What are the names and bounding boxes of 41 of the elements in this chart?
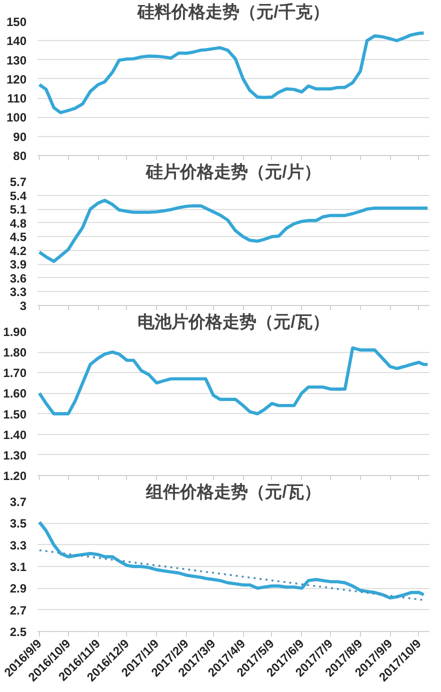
y-tick-label: 90 <box>13 130 27 144</box>
line-series <box>38 31 426 114</box>
y-tick-label: 100 <box>6 110 27 125</box>
y-tick-label: 3 <box>20 299 27 313</box>
y-tick-label: 110 <box>7 92 27 106</box>
line-series <box>38 198 430 264</box>
y-tick-label: 2.9 <box>10 582 27 596</box>
y-tick-label: 3.3 <box>10 538 27 552</box>
y-tick-label: 1.40 <box>3 428 27 442</box>
y-tick-label: 5.7 <box>10 175 27 189</box>
y-tick-label: 1.30 <box>3 448 27 462</box>
chart-title: 硅料价格走势（元/千克） <box>136 2 330 22</box>
y-tick-label: 130 <box>6 53 27 68</box>
y-tick-label: 4.8 <box>10 216 27 230</box>
y-tick-label: 4.2 <box>10 244 27 258</box>
y-tick-label: 3.6 <box>10 271 27 286</box>
chart-title: 组件价格走势（元/瓦） <box>145 482 321 502</box>
y-tick-label: 3.5 <box>10 516 27 531</box>
y-tick-label: 3.9 <box>10 258 27 272</box>
y-tick-label: 140 <box>6 34 27 48</box>
y-tick-label: 4.5 <box>10 230 27 244</box>
y-tick-label: 1.90 <box>3 325 27 339</box>
y-tick-label: 3.7 <box>10 495 27 509</box>
y-tick-label: 3.1 <box>10 560 27 574</box>
y-tick-label: 2.7 <box>10 603 27 618</box>
chart-title: 硅片价格走势（元/片） <box>145 162 321 182</box>
y-tick-label: 150 <box>6 15 27 29</box>
chart-title: 电池片价格走势（元/瓦） <box>138 312 330 332</box>
line-series <box>38 346 430 416</box>
y-tick-label: 5.1 <box>10 202 27 217</box>
y-tick-label: 1.50 <box>3 407 27 422</box>
line-series <box>38 520 426 600</box>
y-tick-label: 3.3 <box>10 285 27 300</box>
y-tick-label: 2.5 <box>10 625 27 639</box>
y-tick-label: 1.20 <box>3 469 27 483</box>
y-tick-label: 5.4 <box>10 188 27 203</box>
y-tick-label: 1.70 <box>3 366 27 380</box>
y-tick-label: 120 <box>6 72 27 86</box>
y-tick-label: 80 <box>13 149 27 163</box>
y-tick-label: 1.60 <box>3 386 27 401</box>
y-tick-label: 1.80 <box>3 346 27 360</box>
